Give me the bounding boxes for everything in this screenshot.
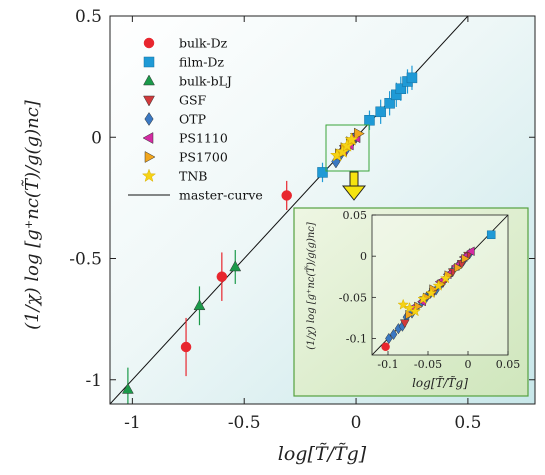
film-dz-point: [384, 98, 395, 109]
film-dz-point: [364, 115, 375, 126]
tnb-point: [335, 144, 350, 158]
inset-y-tick-label: -0.05: [339, 291, 367, 304]
inset-otp-point: [389, 328, 398, 341]
bulk-dz-point: [180, 341, 192, 353]
inset-tnb-point: [409, 305, 422, 317]
inset-x-tick-label: -0.05: [414, 358, 442, 371]
legend-marker-otp: [144, 112, 154, 126]
inset-x-tick-label: 0: [465, 358, 472, 371]
inset-x-axis-label: log[T̃/T̃g]: [412, 375, 468, 390]
legend-label-film-dz: film-Dz: [179, 55, 224, 70]
legend-marker-bulk-dz: [143, 37, 155, 49]
inset-bulk-dz-point: [381, 342, 390, 352]
legend-label-otp: OTP: [179, 112, 206, 127]
x-axis-label: log[T̃/T̃g]: [278, 443, 367, 465]
legend-marker-film-dz: [143, 56, 155, 68]
bulk-dz-point: [281, 190, 292, 201]
inset-panel: [293, 207, 529, 397]
legend-marker-ps1700: [144, 151, 156, 163]
inset-ps1110-point: [465, 246, 475, 257]
legend-label-gsf: GSF: [179, 93, 207, 108]
bulk-blj-point: [193, 299, 206, 311]
zoom-arrow: [341, 171, 367, 201]
inset-tnb-point: [403, 301, 416, 314]
y-axis-label: (1/χ) log [g⁺nc(T̃)/g(g)nc]: [21, 99, 43, 330]
legend-label-ps1110: PS1110: [179, 131, 228, 146]
inset-y-axis-label: (1/χ) log [g⁺nc(T̃)/g(g)nc]: [305, 222, 317, 350]
inset-film-dz-point: [486, 230, 496, 240]
x-tick-label: 0: [351, 413, 362, 433]
x-tick-label: 0.5: [454, 413, 481, 433]
film-dz-point: [375, 106, 386, 118]
inset-x-tick-label: 0.05: [496, 358, 521, 371]
inset-y-tick-label: 0.05: [343, 209, 368, 222]
legend-label-ps1700: PS1700: [179, 150, 228, 165]
bulk-dz-point: [216, 271, 228, 282]
inset-tnb-point: [432, 279, 445, 291]
plot-frame: [109, 15, 536, 405]
inset-tnb-point: [417, 292, 430, 304]
legend-marker-gsf: [143, 95, 155, 107]
ps1700-point: [354, 127, 365, 140]
y-tick-label: 0.5: [75, 7, 102, 27]
legend: bulk-Dz film-Dz bulk-bLJ GSF OTP PS1110 PS1700…: [128, 36, 263, 203]
tnb-point: [339, 138, 355, 152]
inset-ps1700-point: [461, 253, 471, 264]
legend-label-master-curve: master-curve: [179, 188, 263, 203]
legend-marker-ps1110: [142, 132, 154, 144]
inset-ps1700-point: [405, 309, 415, 320]
y-tick-label: -0.5: [69, 250, 102, 270]
inset-x-tick-label: -0.1: [377, 358, 398, 371]
inset-y-tick-label: 0: [360, 250, 367, 263]
bulk-blj-point: [121, 382, 134, 394]
film-dz-point: [317, 167, 328, 178]
tnb-point: [344, 132, 359, 146]
legend-label-bulk-blj: bulk-bLJ: [179, 74, 232, 89]
film-dz-point: [406, 72, 418, 84]
x-tick-label: -0.5: [228, 413, 261, 433]
legend-marker-bulk-blj: [143, 74, 155, 86]
film-dz-point: [395, 83, 407, 94]
inset-tnb-point: [439, 272, 452, 284]
zoom-box: [325, 124, 370, 172]
y-tick-label: 0: [91, 128, 102, 148]
inset-ps1700-point: [454, 262, 463, 273]
inset-tnb-point: [425, 287, 438, 299]
inset-tnb-point: [397, 298, 410, 310]
inset-y-tick-label: -0.1: [346, 333, 367, 346]
inset-otp-point: [385, 332, 393, 345]
legend-label-tnb: TNB: [179, 169, 207, 184]
inset-gsf-point: [399, 319, 410, 329]
inset-plot-frame: [371, 214, 509, 356]
legend-marker-tnb: [141, 168, 157, 183]
legend-label-bulk-dz: bulk-Dz: [179, 36, 228, 51]
y-tick-label: -1: [85, 371, 102, 391]
x-tick-label: -1: [124, 413, 141, 433]
bulk-blj-point: [229, 260, 242, 272]
